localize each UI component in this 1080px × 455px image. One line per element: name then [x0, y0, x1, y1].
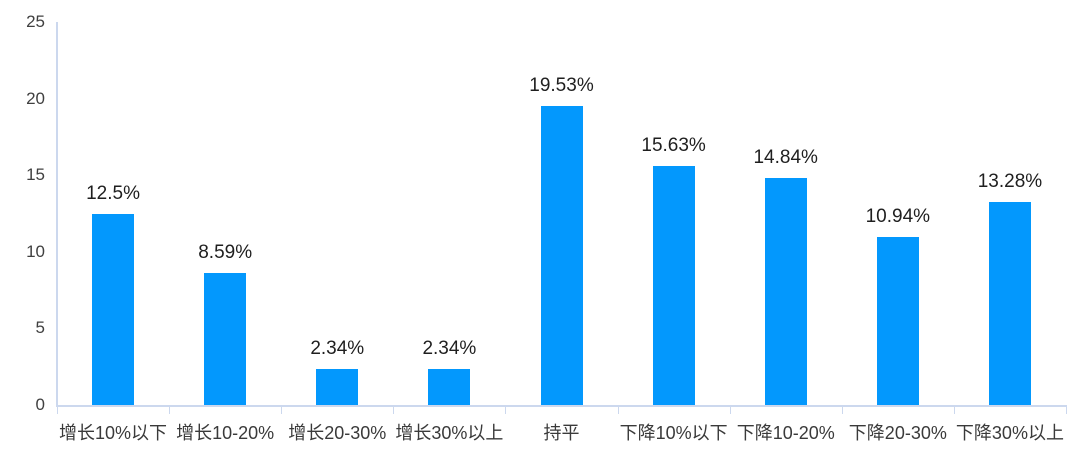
- y-tick-label: 0: [35, 395, 45, 414]
- x-axis-tick: [1066, 405, 1067, 414]
- x-axis-category-label: 下降20-30%: [848, 423, 947, 443]
- y-tick-label: 15: [26, 165, 45, 185]
- bar: [428, 369, 471, 405]
- x-axis-tick: [729, 405, 731, 414]
- x-axis-category-label: 增长10%以下: [59, 423, 168, 443]
- bar: [204, 273, 247, 405]
- bar-value-label: 15.63%: [641, 134, 706, 156]
- y-tick-label: 5: [35, 318, 45, 338]
- x-axis-tick: [841, 405, 843, 414]
- bar-value-label: 12.5%: [86, 182, 140, 204]
- x-axis-tick: [505, 405, 507, 414]
- x-axis-tick: [57, 405, 58, 414]
- x-axis-category-label: 增长30%以上: [395, 423, 504, 443]
- bar: [876, 237, 919, 405]
- bar-value-label: 14.84%: [753, 146, 818, 168]
- bar: [988, 201, 1031, 405]
- y-axis-line: [56, 22, 58, 405]
- bar: [316, 369, 359, 405]
- bar-value-label: 10.94%: [865, 206, 931, 228]
- x-axis-tick: [617, 405, 619, 414]
- bar: [540, 105, 583, 405]
- x-axis-line: [56, 405, 1066, 407]
- bar-value-label: 19.53%: [529, 74, 594, 96]
- y-tick-label: 20: [26, 88, 45, 108]
- x-axis-category-label: 下降10%以下: [619, 423, 728, 443]
- bar: [92, 213, 135, 405]
- bar-value-label: 8.59%: [198, 242, 253, 264]
- x-axis-category-label: 增长20-30%: [288, 423, 387, 443]
- bar-value-label: 13.28%: [977, 170, 1043, 192]
- y-tick-label: 10: [26, 241, 45, 261]
- x-axis-tick: [953, 405, 955, 414]
- bar-value-label: 2.34%: [422, 338, 477, 360]
- y-tick-label: 25: [26, 12, 45, 31]
- x-axis-category-label: 增长10-20%: [176, 423, 275, 443]
- x-axis-tick: [169, 405, 171, 414]
- bar: [764, 177, 807, 405]
- x-axis-category-label: 下降10-20%: [736, 423, 835, 443]
- bar-value-label: 2.34%: [310, 338, 365, 360]
- x-axis-category-label: 下降30%以上: [955, 423, 1064, 443]
- bar: [652, 165, 695, 405]
- x-axis-tick: [393, 405, 395, 414]
- x-axis-tick: [281, 405, 283, 414]
- x-axis-category-label: 持平: [543, 423, 580, 443]
